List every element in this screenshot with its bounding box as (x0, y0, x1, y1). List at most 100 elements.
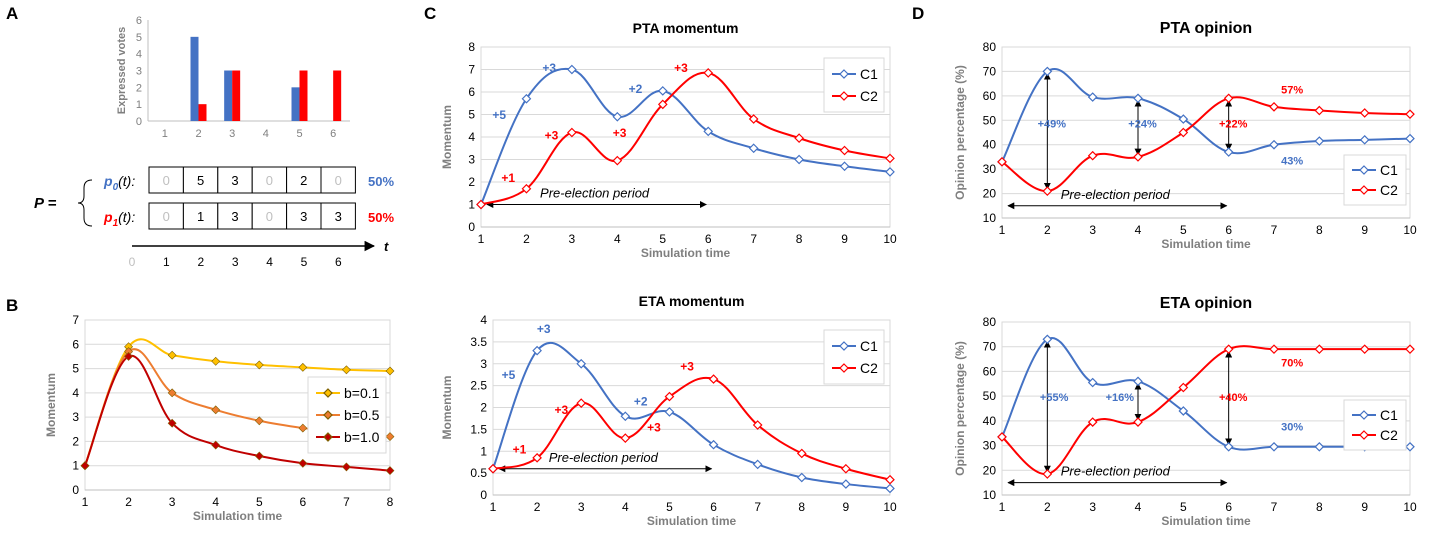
data-point (1269, 139, 1279, 150)
y-tick-label: 1.5 (470, 422, 487, 436)
data-point (385, 432, 395, 441)
data-point (796, 448, 807, 459)
data-point (342, 462, 351, 472)
matrix-cell (217, 166, 253, 194)
y-tick-label: 1 (72, 459, 79, 473)
x-tick-label: 5 (296, 128, 302, 140)
x-tick-label: 8 (1316, 500, 1323, 514)
x-tick-label: 2 (1044, 500, 1051, 514)
x-tick-label: 7 (754, 500, 761, 514)
time-tick-label: 5 (301, 255, 308, 269)
y-tick-label: 4 (468, 130, 475, 144)
data-point (885, 153, 895, 164)
matrix-cell (286, 202, 322, 230)
matrix-cell-value: 5 (197, 173, 204, 188)
data-point (476, 199, 486, 210)
pre-election-label: Pre-election period (1061, 464, 1171, 479)
data-point (796, 472, 807, 483)
annotation-label: +16% (1106, 392, 1135, 404)
y-tick-label: 6 (72, 337, 79, 351)
x-tick-label: 1 (999, 223, 1006, 237)
y-tick-label: 3 (468, 153, 475, 167)
annotation-label: 30% (1281, 422, 1303, 434)
data-point (885, 167, 895, 177)
x-axis-title: Simulation time (1161, 514, 1251, 528)
data-point (1178, 114, 1189, 124)
y-tick-label: 20 (983, 463, 997, 477)
matrix-cell-value: 0 (163, 209, 170, 224)
x-tick-label: 5 (256, 495, 263, 509)
data-point (1133, 376, 1143, 387)
series-line-C2 (492, 376, 891, 481)
annotation-label: +3 (647, 421, 661, 435)
x-axis-title: Simulation time (647, 514, 737, 528)
x-tick-label: 10 (883, 232, 897, 246)
x-tick-label: 4 (1135, 223, 1142, 237)
legend-box (1343, 399, 1407, 451)
matrix-cell-value: 0 (266, 209, 273, 224)
y-tick-label: 10 (983, 211, 997, 225)
y-tick-label: 70 (983, 340, 997, 354)
data-point (1042, 66, 1053, 77)
data-point (664, 391, 675, 402)
x-tick-label: 7 (1271, 500, 1278, 514)
data-point (567, 127, 577, 138)
legend-box (823, 329, 885, 385)
data-point (703, 68, 714, 78)
legend-label: b=0.5 (344, 407, 380, 423)
legend-marker (1359, 410, 1369, 420)
data-point (1223, 344, 1234, 355)
annotation-label: +3 (555, 403, 569, 417)
y-tick-label: 0.5 (470, 466, 487, 480)
matrix-cell-value: 0 (335, 173, 342, 188)
x-tick-label: 7 (1271, 223, 1278, 237)
matrix-cell (217, 202, 253, 230)
y-tick-label: 1 (480, 444, 487, 458)
data-point (1405, 441, 1415, 452)
x-axis-title: Simulation time (641, 246, 731, 260)
x-tick-label: 6 (710, 500, 717, 514)
data-point (997, 432, 1007, 442)
x-tick-label: 5 (659, 232, 666, 246)
data-point (1269, 441, 1279, 452)
bar (190, 36, 199, 122)
x-tick-label: 2 (523, 232, 530, 246)
y-tick-label: 40 (983, 414, 997, 428)
data-point (124, 352, 133, 361)
data-point (1087, 92, 1098, 102)
data-point (612, 111, 623, 122)
chart-title: PTA opinion (1160, 20, 1252, 37)
x-tick-label: 6 (300, 495, 307, 509)
y-tick-label: 80 (983, 40, 997, 54)
y-tick-label: 1 (468, 198, 475, 212)
x-tick-label: 3 (169, 495, 176, 509)
data-point (1133, 152, 1143, 162)
annotation-label: +2 (629, 82, 643, 96)
legend-label: C2 (1380, 427, 1398, 443)
data-point (532, 345, 542, 356)
data-point (703, 126, 714, 137)
annotation-label: +1 (501, 171, 515, 185)
x-tick-label: 4 (1135, 500, 1142, 514)
data-point (1359, 344, 1370, 355)
y-tick-label: 60 (983, 364, 997, 378)
x-tick-label: 2 (195, 128, 201, 140)
data-point (211, 356, 221, 366)
y-tick-label: 1 (136, 99, 142, 111)
y-tick-label: 7 (72, 313, 79, 327)
data-point (254, 416, 264, 426)
legend-marker (839, 91, 849, 101)
x-tick-label: 6 (1225, 500, 1232, 514)
bar (232, 70, 241, 121)
x-axis-title: Simulation time (193, 509, 283, 523)
x-tick-label: 1 (478, 232, 485, 246)
data-point (576, 398, 587, 408)
y-tick-label: 4 (72, 386, 79, 400)
y-tick-label: 2 (136, 82, 142, 94)
matrix-row-1: p1(t): 0 1 3 0 3 3 50% (103, 202, 394, 230)
data-point (620, 411, 631, 422)
annotation-label: +3 (613, 126, 627, 140)
y-tick-label: 8 (468, 40, 475, 54)
data-point (1314, 136, 1325, 146)
